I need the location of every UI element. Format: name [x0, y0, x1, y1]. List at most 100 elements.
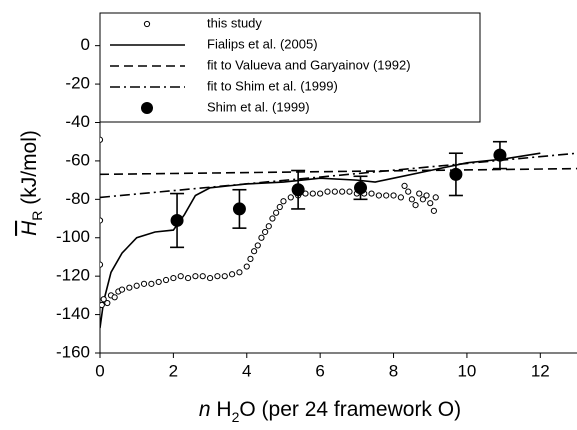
x-label-part: H: [211, 398, 232, 421]
x-tick-label: 6: [315, 361, 324, 380]
data-point: [192, 273, 199, 280]
data-point: [100, 296, 107, 303]
data-point: [265, 223, 272, 230]
x-tick-label: 0: [95, 361, 104, 380]
data-point: [493, 148, 507, 162]
data-point: [140, 280, 148, 287]
data-point: [317, 190, 324, 197]
line: [100, 152, 577, 199]
data-point: [247, 255, 254, 262]
data-point: [339, 188, 346, 195]
data-point: [416, 190, 423, 197]
data-point: [100, 217, 104, 224]
data-point: [383, 192, 390, 199]
line: [100, 167, 577, 176]
data-point: [276, 203, 283, 211]
y-tick-label: -160: [56, 342, 90, 361]
data-point: [287, 194, 294, 201]
y-axis-label: HR (kJ/mol): [18, 130, 45, 236]
data-point: [214, 273, 221, 280]
x-tick-label: 2: [169, 361, 178, 380]
legend-label: fit to Valueva and Garyainov (1992): [207, 57, 411, 72]
y-tick-label: -80: [65, 189, 90, 208]
data-point: [133, 282, 140, 289]
x-label-part: O (per 24 framework O): [239, 398, 461, 421]
data-point: [251, 248, 258, 255]
y-label-part: R: [29, 211, 45, 221]
data-point: [408, 196, 415, 203]
data-point: [419, 196, 426, 203]
data-point: [236, 269, 243, 276]
data-point: [397, 194, 404, 201]
x-tick-label: 12: [531, 361, 550, 380]
data-point: [291, 183, 305, 197]
y-tick-label: -60: [65, 150, 90, 169]
x-label-part: n: [199, 398, 211, 421]
legend-marker: [143, 20, 151, 28]
legend-label: Fialips et al. (2005): [207, 36, 318, 51]
line: [100, 152, 541, 329]
data-point: [375, 192, 382, 199]
x-tick-label: 4: [242, 361, 251, 380]
legend: this study Fialips et al. (2005) fit to Va…: [99, 12, 481, 123]
data-point: [405, 188, 412, 195]
data-point: [104, 299, 111, 307]
data-point: [331, 188, 338, 195]
data-point: [280, 198, 287, 205]
y-tick-label: -40: [65, 112, 90, 131]
data-point: [269, 215, 276, 222]
plot: [100, 42, 577, 329]
data-point: [228, 271, 236, 278]
data-point: [430, 207, 437, 214]
y-tick-label: -120: [56, 266, 90, 285]
y-label-part: (kJ/mol): [18, 130, 41, 211]
x-tick-label: 10: [457, 361, 476, 380]
data-point: [184, 274, 192, 282]
data-point: [324, 188, 331, 195]
data-point: [206, 274, 214, 282]
x-axis-label: n H2O (per 24 framework O): [199, 398, 461, 425]
data-point: [390, 192, 397, 199]
legend-label: Shim et al. (1999): [207, 99, 310, 114]
data-point: [427, 200, 434, 207]
data-point: [100, 136, 104, 143]
data-point: [354, 181, 368, 195]
data-point: [258, 234, 265, 241]
y-tick-label: -140: [56, 304, 90, 323]
data-point: [170, 274, 177, 282]
data-point: [368, 190, 375, 197]
x-label-part: 2: [232, 409, 240, 425]
data-point: [262, 228, 269, 236]
y-tick-label: 0: [81, 35, 90, 54]
legend-box: [99, 12, 481, 123]
data-point: [412, 201, 419, 209]
data-point: [126, 284, 133, 291]
data-point: [449, 167, 463, 181]
y-label-part: H: [18, 220, 41, 236]
legend-marker: [141, 102, 153, 114]
legend-label: this study: [207, 15, 262, 30]
data-point: [155, 278, 162, 286]
x-tick-label: 8: [389, 361, 398, 380]
y-tick-label: -20: [65, 74, 90, 93]
data-point: [273, 209, 280, 216]
data-point: [100, 301, 105, 309]
data-point: [254, 242, 261, 249]
data-point: [199, 273, 206, 280]
y-tick-label: -100: [56, 227, 90, 246]
legend-label: fit to Shim et al. (1999): [207, 78, 338, 93]
data-point: [111, 294, 118, 301]
data-point: [162, 276, 170, 284]
data-point: [243, 263, 250, 270]
data-point: [401, 182, 408, 189]
data-point: [423, 192, 430, 199]
data-point: [432, 194, 439, 201]
data-point: [100, 261, 104, 268]
data-point: [309, 190, 316, 197]
data-point: [148, 280, 155, 287]
data-point: [118, 286, 126, 293]
data-point: [177, 273, 184, 280]
data-point: [346, 188, 353, 195]
data-point: [221, 273, 228, 280]
